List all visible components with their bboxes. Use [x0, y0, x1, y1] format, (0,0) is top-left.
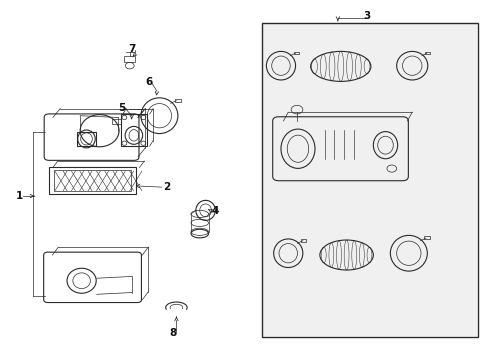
Text: 8: 8: [169, 328, 176, 338]
Text: 4: 4: [211, 206, 219, 216]
Text: 6: 6: [145, 77, 152, 87]
Bar: [112, 118, 120, 124]
Bar: [77, 132, 96, 146]
Bar: [424, 237, 429, 239]
Bar: [425, 52, 429, 54]
Bar: [293, 52, 298, 54]
Text: 2: 2: [163, 182, 170, 192]
Bar: [301, 239, 305, 242]
Bar: [120, 114, 147, 146]
Bar: [49, 167, 135, 194]
Text: 5: 5: [118, 103, 125, 113]
Text: 3: 3: [363, 11, 370, 21]
Bar: [54, 170, 130, 192]
Bar: [175, 99, 181, 102]
Text: 7: 7: [128, 44, 135, 54]
Bar: [124, 56, 135, 62]
Text: 1: 1: [16, 191, 23, 201]
Bar: [261, 23, 477, 337]
Bar: [262, 23, 476, 337]
